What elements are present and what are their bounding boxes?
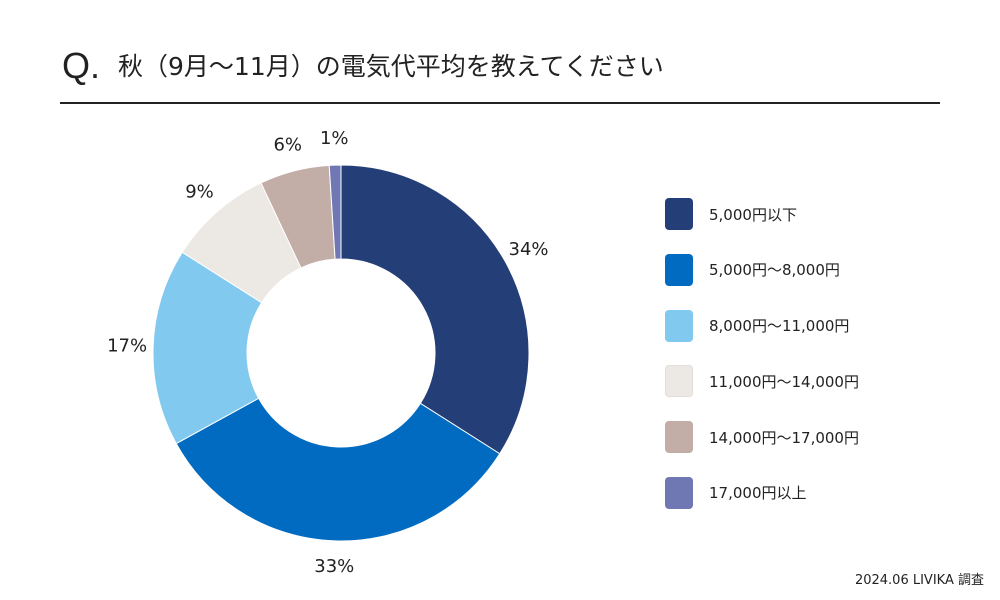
question-mark-label: Q. [62,45,101,86]
legend-label-6: 17,000円以上 [709,484,807,503]
legend-swatch-4 [665,365,693,398]
slice-value-label-6: 1% [320,128,349,149]
legend-label-2: 5,000円〜8,000円 [709,261,840,280]
legend-label-5: 14,000円〜17,000円 [709,428,859,447]
slice-value-label-5: 6% [273,135,302,156]
chart-title: 秋（9月〜11月）の電気代平均を教えてください [118,51,664,81]
title-divider [60,102,940,104]
legend-item-4: 11,000円〜14,000円 [665,365,859,398]
donut-slice-2 [175,397,501,542]
legend-item-2: 5,000円〜8,000円 [665,253,859,286]
donut-slice-6 [328,164,342,260]
legend-label-3: 8,000円〜11,000円 [709,317,850,336]
legend-item-3: 8,000円〜11,000円 [665,309,859,342]
chart-title-row: Q. 秋（9月〜11月）の電気代平均を教えてください [62,38,942,94]
source-note: 2024.06 LIVIKA 調査 [854,573,984,588]
legend-item-6: 17,000円以上 [665,476,859,509]
slice-value-label-4: 9% [185,181,214,202]
legend-label-4: 11,000円〜14,000円 [709,372,859,391]
legend-item-5: 14,000円〜17,000円 [665,421,859,454]
legend-label-1: 5,000円以下 [709,205,797,224]
chart-legend: 5,000円以下 5,000円〜8,000円 8,000円〜11,000円 11,00… [665,198,859,533]
slice-value-label-1: 34% [509,239,549,260]
slice-value-label-3: 17% [107,335,147,356]
legend-item-1: 5,000円以下 [665,198,859,230]
donut-slice-3 [152,251,263,445]
legend-swatch-1 [665,198,693,230]
legend-swatch-6 [665,476,693,509]
legend-swatch-5 [665,421,693,454]
legend-swatch-3 [665,309,693,342]
slice-value-label-2: 33% [314,556,354,577]
donut-slice-1 [340,164,530,455]
legend-swatch-2 [665,253,693,286]
